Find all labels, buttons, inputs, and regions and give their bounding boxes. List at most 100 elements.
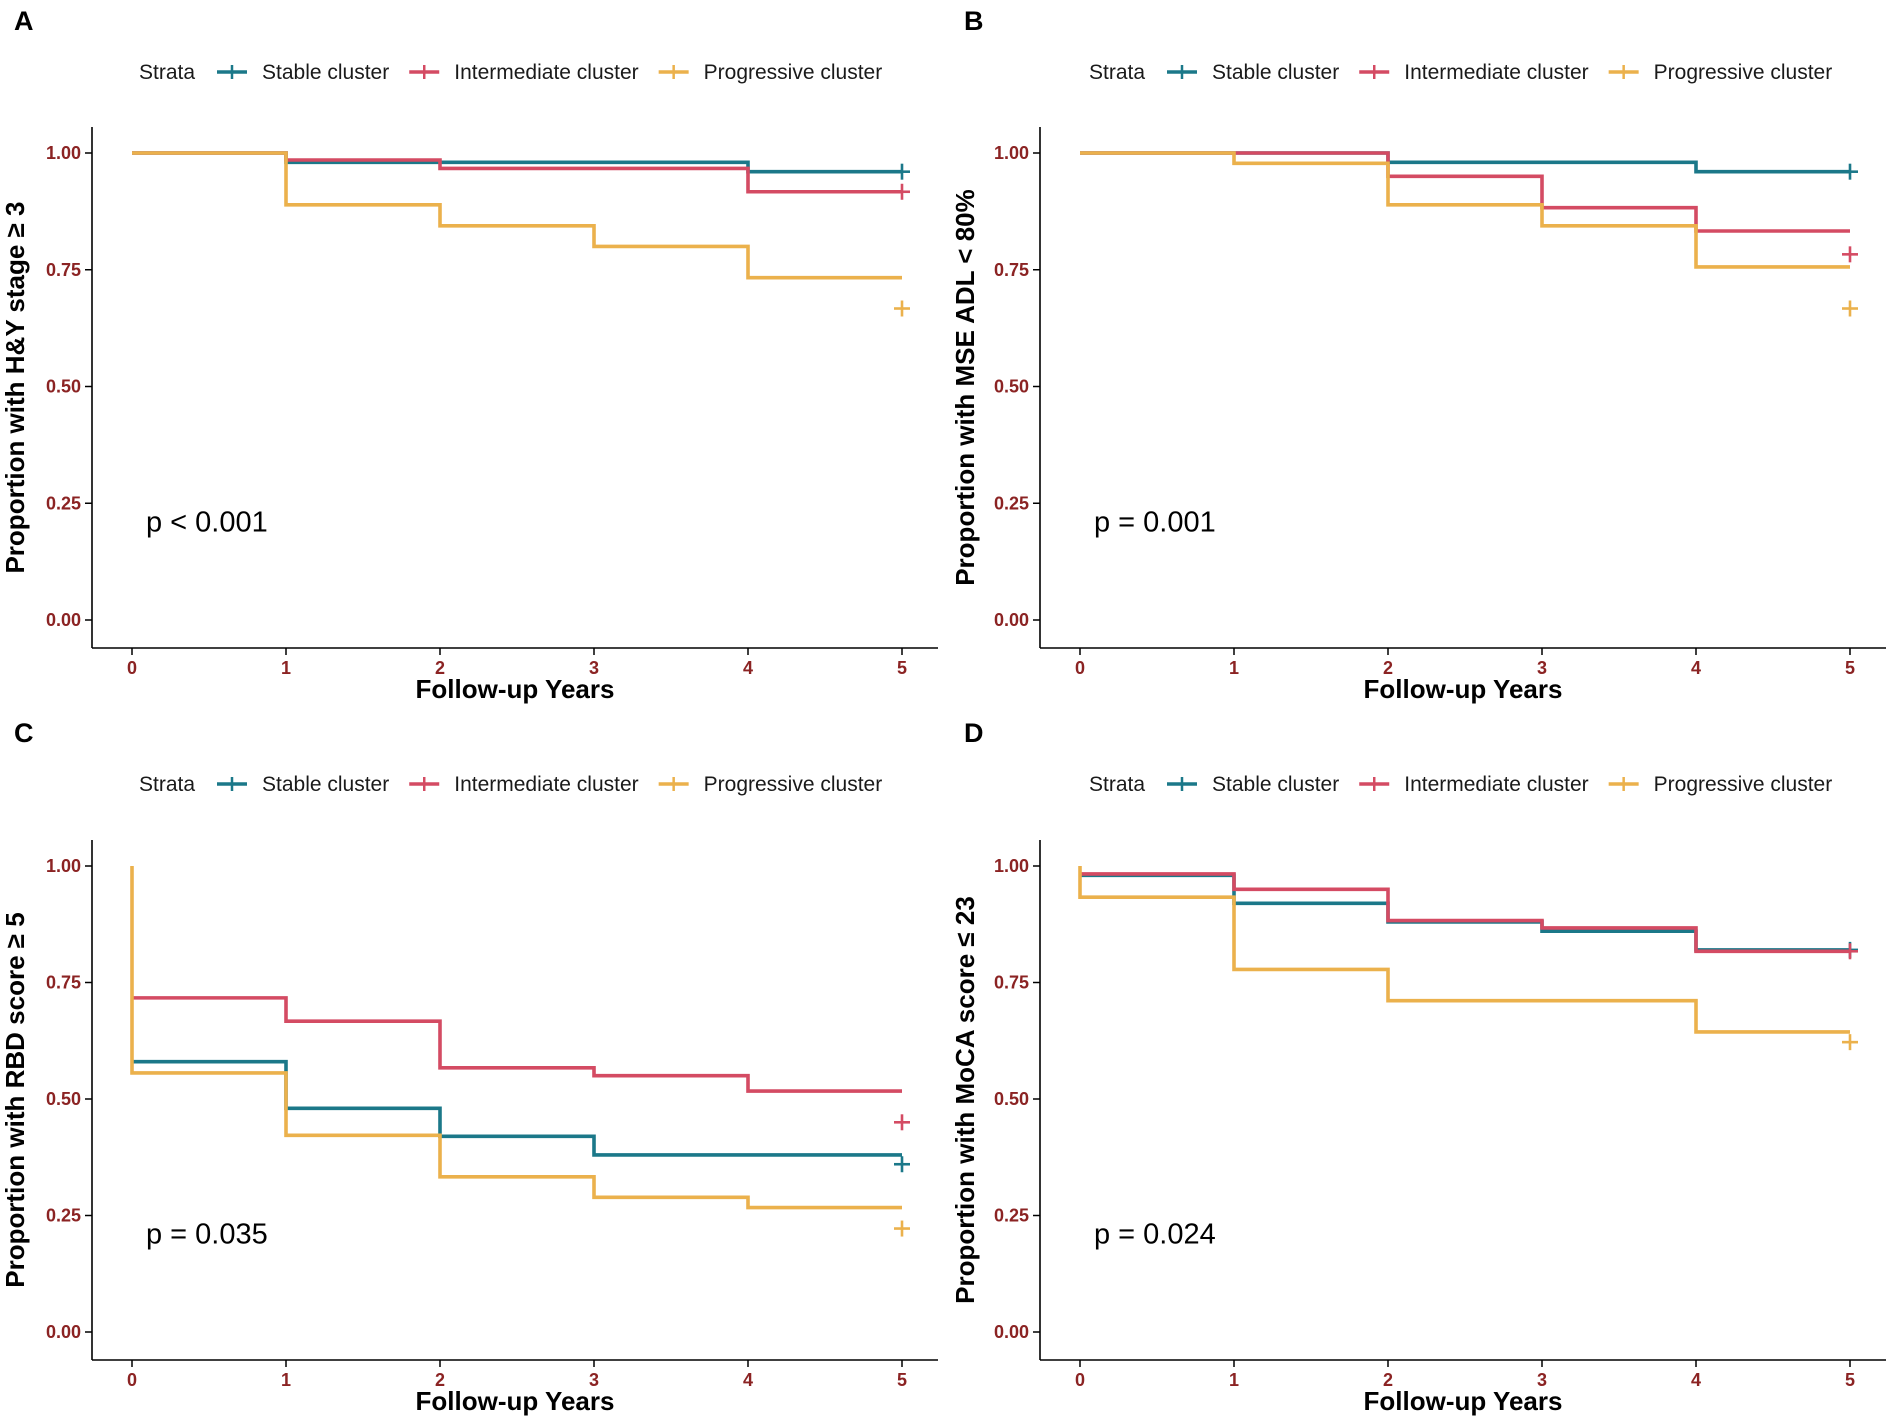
x-tick-label: 1 bbox=[1229, 1370, 1239, 1390]
censor-mark-stable bbox=[1842, 163, 1858, 180]
x-axis-title: Follow-up Years bbox=[1364, 1386, 1563, 1416]
series-line-stable bbox=[132, 1059, 902, 1157]
y-tick-label: 0.50 bbox=[994, 377, 1029, 397]
legend-item-stable: Stable cluster bbox=[217, 773, 389, 796]
panel-letter: C bbox=[14, 718, 34, 748]
y-tick-label: 1.00 bbox=[994, 143, 1029, 163]
y-tick-label: 0.25 bbox=[46, 1206, 81, 1226]
y-tick-label: 0.25 bbox=[46, 493, 81, 513]
y-tick-label: 0.50 bbox=[46, 377, 81, 397]
p-value: p < 0.001 bbox=[146, 506, 268, 538]
legend-label-stable: Stable cluster bbox=[1212, 61, 1339, 84]
y-tick-label: 1.00 bbox=[46, 143, 81, 163]
series-line-progressive bbox=[132, 151, 902, 280]
censor-mark-intermediate bbox=[1842, 246, 1858, 263]
x-tick-label: 4 bbox=[743, 1370, 753, 1390]
series-line-intermediate bbox=[1080, 872, 1850, 954]
x-axis-title: Follow-up Years bbox=[1364, 674, 1563, 704]
x-tick-label: 0 bbox=[127, 658, 137, 678]
x-axis-title: Follow-up Years bbox=[416, 1386, 615, 1416]
y-axis-title: Proportion with RBD score ≥ 5 bbox=[0, 912, 30, 1287]
legend-item-progressive: Progressive cluster bbox=[1608, 773, 1833, 796]
series-line-intermediate bbox=[132, 996, 902, 1093]
y-axis-title: Proportion with MoCA score ≤ 23 bbox=[950, 896, 980, 1304]
legend-label-intermediate: Intermediate cluster bbox=[454, 773, 638, 796]
y-axis-title: Proportion with H&Y stage ≥ 3 bbox=[0, 201, 30, 573]
panel-d: D Strata Stable cluster Intermediate cluste… bbox=[950, 718, 1886, 1416]
legend-label-intermediate: Intermediate cluster bbox=[1404, 773, 1588, 796]
series-line-progressive bbox=[1080, 151, 1850, 269]
panel-letter: A bbox=[14, 6, 34, 36]
series-line-progressive bbox=[1078, 866, 1850, 1034]
legend-label-progressive: Progressive cluster bbox=[704, 773, 883, 796]
x-tick-label: 0 bbox=[127, 1370, 137, 1390]
x-tick-label: 5 bbox=[1845, 1370, 1855, 1390]
legend-label-progressive: Progressive cluster bbox=[704, 61, 883, 84]
legend-item-progressive: Progressive cluster bbox=[658, 61, 883, 84]
panel-a: A Strata Stable cluster Intermediate cluste… bbox=[0, 6, 938, 704]
y-tick-label: 0.25 bbox=[994, 493, 1029, 513]
panel-b: B Strata Stable cluster Intermediate cluste… bbox=[950, 6, 1886, 704]
legend-item-progressive: Progressive cluster bbox=[1608, 61, 1833, 84]
x-tick-label: 4 bbox=[743, 658, 753, 678]
series-line-stable bbox=[1080, 873, 1850, 952]
y-tick-label: 0.75 bbox=[46, 260, 81, 280]
y-tick-label: 0.00 bbox=[46, 610, 81, 630]
x-tick-label: 2 bbox=[435, 1370, 445, 1390]
legend-item-intermediate: Intermediate cluster bbox=[409, 61, 639, 84]
y-tick-label: 0.00 bbox=[994, 1322, 1029, 1342]
legend-item-stable: Stable cluster bbox=[1167, 773, 1339, 796]
x-tick-label: 3 bbox=[589, 658, 599, 678]
censor-mark-progressive bbox=[894, 300, 910, 317]
legend-title: Strata bbox=[139, 61, 195, 84]
censor-mark-intermediate bbox=[894, 183, 910, 200]
legend-label-stable: Stable cluster bbox=[1212, 773, 1339, 796]
y-tick-label: 0.00 bbox=[994, 610, 1029, 630]
y-tick-label: 0.75 bbox=[994, 260, 1029, 280]
censor-mark-progressive bbox=[894, 1220, 910, 1237]
legend-item-intermediate: Intermediate cluster bbox=[1359, 61, 1589, 84]
y-tick-label: 0.00 bbox=[46, 1322, 81, 1342]
y-tick-label: 0.25 bbox=[994, 1206, 1029, 1226]
legend-item-stable: Stable cluster bbox=[217, 61, 389, 84]
x-tick-label: 3 bbox=[1537, 1370, 1547, 1390]
legend-item-progressive: Progressive cluster bbox=[658, 773, 883, 796]
censor-mark-stable bbox=[894, 1156, 910, 1173]
x-tick-label: 3 bbox=[589, 1370, 599, 1390]
legend-item-intermediate: Intermediate cluster bbox=[409, 773, 639, 796]
x-axis-title: Follow-up Years bbox=[416, 674, 615, 704]
x-tick-label: 0 bbox=[1075, 658, 1085, 678]
p-value: p = 0.024 bbox=[1094, 1218, 1216, 1250]
x-tick-label: 3 bbox=[1537, 658, 1547, 678]
x-tick-label: 5 bbox=[1845, 658, 1855, 678]
panel-letter: B bbox=[964, 6, 984, 36]
legend-title: Strata bbox=[1089, 773, 1145, 796]
x-tick-label: 4 bbox=[1691, 658, 1701, 678]
x-tick-label: 1 bbox=[1229, 658, 1239, 678]
legend-label-intermediate: Intermediate cluster bbox=[1404, 61, 1588, 84]
legend-item-intermediate: Intermediate cluster bbox=[1359, 773, 1589, 796]
series-line-progressive bbox=[130, 866, 902, 1210]
legend-label-progressive: Progressive cluster bbox=[1654, 773, 1833, 796]
y-tick-label: 0.75 bbox=[994, 973, 1029, 993]
x-tick-label: 4 bbox=[1691, 1370, 1701, 1390]
legend-title: Strata bbox=[1089, 61, 1145, 84]
series-line-stable bbox=[1080, 151, 1850, 174]
legend-label-progressive: Progressive cluster bbox=[1654, 61, 1833, 84]
x-tick-label: 5 bbox=[897, 658, 907, 678]
x-tick-label: 1 bbox=[281, 658, 291, 678]
x-tick-label: 2 bbox=[435, 658, 445, 678]
panel-letter: D bbox=[964, 718, 984, 748]
p-value: p = 0.001 bbox=[1094, 506, 1216, 538]
y-tick-label: 0.75 bbox=[46, 973, 81, 993]
series-line-intermediate bbox=[1080, 151, 1850, 233]
censor-mark-intermediate bbox=[894, 1114, 910, 1131]
legend-label-stable: Stable cluster bbox=[262, 773, 389, 796]
x-tick-label: 2 bbox=[1383, 658, 1393, 678]
censor-mark-stable bbox=[894, 163, 910, 180]
legend-title: Strata bbox=[139, 773, 195, 796]
censor-mark-progressive bbox=[1842, 300, 1858, 317]
x-tick-label: 1 bbox=[281, 1370, 291, 1390]
legend-item-stable: Stable cluster bbox=[1167, 61, 1339, 84]
